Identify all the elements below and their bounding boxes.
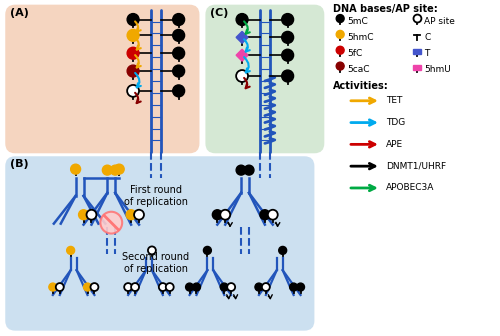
Circle shape [172,30,184,41]
Text: TDG: TDG [386,118,405,127]
Text: AP site: AP site [424,17,456,26]
Circle shape [78,210,88,220]
Text: (C): (C) [210,8,228,17]
Bar [414,49,422,54]
FancyArrowPatch shape [244,39,250,52]
Text: First round
of replication: First round of replication [124,185,188,207]
Circle shape [166,283,173,291]
Circle shape [110,165,120,175]
Circle shape [148,246,156,254]
FancyArrowPatch shape [226,295,230,299]
Circle shape [131,283,139,291]
Circle shape [236,13,248,26]
FancyBboxPatch shape [6,156,314,331]
Circle shape [127,47,139,59]
Circle shape [236,165,246,175]
FancyArrowPatch shape [244,57,250,73]
Circle shape [282,13,294,26]
Circle shape [102,165,113,175]
Circle shape [127,13,139,26]
FancyArrowPatch shape [228,222,232,226]
Circle shape [192,283,200,291]
Circle shape [172,85,184,97]
Text: DNMT1/UHRF: DNMT1/UHRF [386,162,446,171]
Circle shape [282,49,294,61]
Circle shape [336,31,344,38]
Circle shape [114,164,124,174]
Circle shape [204,246,212,254]
Text: (A): (A) [10,8,29,17]
Circle shape [172,13,184,26]
FancyArrowPatch shape [135,93,140,103]
FancyArrowPatch shape [135,73,141,87]
Circle shape [172,47,184,59]
Text: 5caC: 5caC [347,65,370,74]
Circle shape [126,210,136,220]
Circle shape [336,46,344,54]
Circle shape [56,283,64,291]
Circle shape [124,283,132,291]
Text: 5hmC: 5hmC [347,33,374,42]
Text: C: C [424,33,430,42]
Circle shape [127,85,139,97]
FancyArrowPatch shape [135,37,141,50]
Circle shape [255,283,263,291]
Text: (B): (B) [10,159,29,169]
Circle shape [84,283,92,291]
Circle shape [127,30,139,41]
Circle shape [260,210,270,220]
Text: Activities:: Activities: [333,81,389,91]
Text: DNA bases/AP site:: DNA bases/AP site: [333,4,438,13]
Circle shape [296,283,304,291]
Circle shape [186,283,194,291]
Text: Second round
of replication: Second round of replication [122,252,190,274]
Circle shape [414,14,422,23]
Circle shape [336,62,344,70]
FancyArrowPatch shape [244,78,250,88]
Circle shape [278,246,286,254]
FancyArrowPatch shape [135,22,140,32]
Circle shape [244,165,254,175]
Text: APOBEC3A: APOBEC3A [386,183,434,193]
Circle shape [212,210,222,220]
Text: TET: TET [386,96,402,105]
FancyArrowPatch shape [268,295,272,299]
Bar [414,65,422,70]
Circle shape [220,210,230,220]
Circle shape [336,14,344,23]
Circle shape [268,210,278,220]
FancyBboxPatch shape [206,5,324,153]
Text: 5hmU: 5hmU [424,65,451,74]
Circle shape [282,70,294,82]
FancyBboxPatch shape [6,5,200,153]
FancyArrowPatch shape [234,295,237,299]
FancyArrowPatch shape [135,55,141,68]
Circle shape [66,246,74,254]
Text: 5mC: 5mC [347,17,368,26]
Circle shape [90,283,98,291]
Circle shape [100,212,122,234]
Text: APE: APE [386,140,403,149]
Text: T: T [424,49,430,58]
FancyArrowPatch shape [275,222,280,226]
Circle shape [220,283,228,291]
Circle shape [227,283,235,291]
Text: 5fC: 5fC [347,49,362,58]
Circle shape [49,283,57,291]
Circle shape [70,164,81,174]
Circle shape [290,283,298,291]
Circle shape [262,283,270,291]
Circle shape [134,210,144,220]
Circle shape [282,31,294,43]
Circle shape [236,70,248,82]
Circle shape [172,65,184,77]
Circle shape [159,283,167,291]
Polygon shape [236,31,248,43]
FancyArrowPatch shape [244,22,250,34]
Circle shape [127,65,139,77]
Polygon shape [236,49,248,61]
Circle shape [86,210,97,220]
